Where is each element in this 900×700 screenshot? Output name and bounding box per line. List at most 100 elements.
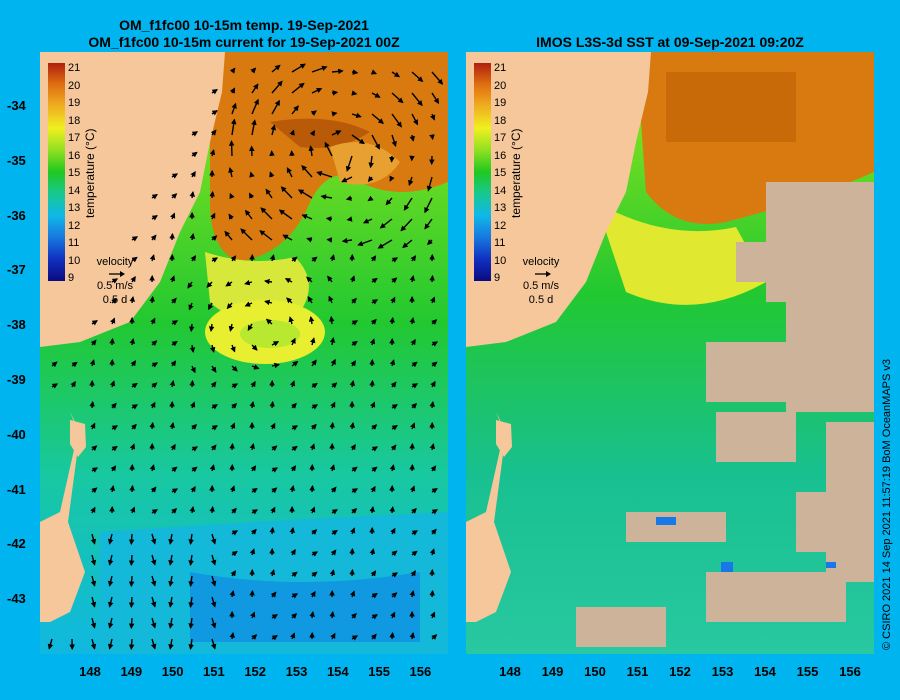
velocity-legend-title: velocity xyxy=(522,256,560,268)
velocity-arrow xyxy=(244,209,253,220)
velocity-arrow xyxy=(371,424,378,431)
velocity-arrow xyxy=(271,99,281,115)
right-map-panel xyxy=(466,52,874,654)
velocity-arrow xyxy=(171,173,179,179)
velocity-arrow xyxy=(149,464,156,472)
velocity-arrow xyxy=(310,506,316,514)
velocity-arrow xyxy=(210,596,217,608)
velocity-arrow xyxy=(329,336,336,346)
velocity-arrow xyxy=(171,193,178,200)
velocity-arrow xyxy=(191,446,199,452)
velocity-arrow xyxy=(379,218,393,229)
velocity-arrow xyxy=(351,488,359,494)
colorbar-tick-label: 10 xyxy=(68,254,81,267)
colorbar-tick-label: 18 xyxy=(494,114,507,127)
velocity-arrow xyxy=(169,421,176,430)
velocity-arrow xyxy=(110,402,117,409)
velocity-arrow xyxy=(209,190,215,199)
velocity-arrow xyxy=(371,134,381,150)
velocity-arrow xyxy=(209,149,216,157)
velocity-arrow xyxy=(71,361,78,368)
velocity-arrow xyxy=(429,400,435,409)
velocity-arrow xyxy=(107,596,114,608)
latitude-label: -39 xyxy=(7,372,26,387)
velocity-arrow xyxy=(271,362,280,369)
velocity-arrow xyxy=(51,383,59,389)
right-title: IMOS L3S-3d SST at 09-Sep-2021 09:20Z xyxy=(536,34,804,50)
velocity-arrow xyxy=(329,610,335,619)
velocity-arrow xyxy=(47,638,54,650)
velocity-arrow xyxy=(371,92,381,98)
velocity-arrow xyxy=(411,113,419,126)
velocity-arrow xyxy=(210,575,217,587)
velocity-arrow xyxy=(429,274,435,283)
velocity-arrow xyxy=(229,442,235,451)
velocity-arrow xyxy=(291,425,299,431)
velocity-arrow xyxy=(362,218,373,224)
velocity-arrow xyxy=(369,379,375,388)
velocity-arrow xyxy=(310,110,317,116)
velocity-arrow xyxy=(89,359,96,367)
velocity-arrow xyxy=(357,239,373,247)
colorbar-right xyxy=(474,63,491,281)
velocity-arrow xyxy=(370,318,377,325)
velocity-arrow xyxy=(190,485,196,493)
colorbar-tick-label: 10 xyxy=(494,254,507,267)
velocity-arrow xyxy=(269,569,276,577)
velocity-arrow xyxy=(409,485,416,493)
velocity-arrow xyxy=(187,281,193,289)
velocity-legend-speed: 0.5 m/s xyxy=(522,280,560,292)
velocity-arrow xyxy=(289,129,295,136)
velocity-arrow xyxy=(431,509,438,515)
velocity-arrow xyxy=(188,638,194,651)
longitude-label: 155 xyxy=(796,664,819,679)
velocity-arrow xyxy=(409,316,416,325)
velocity-arrow xyxy=(188,575,194,588)
velocity-arrow xyxy=(391,424,398,431)
velocity-arrow xyxy=(131,404,139,410)
velocity-arrow xyxy=(231,403,238,409)
velocity-arrow xyxy=(349,421,356,430)
velocity-arrow xyxy=(111,445,118,452)
velocity-arrow xyxy=(411,403,418,409)
colorbar-tick-label: 14 xyxy=(68,184,81,197)
longitude-label: 148 xyxy=(79,664,101,679)
colorbar-tick-label: 15 xyxy=(494,167,507,179)
colorbar-tick-label: 19 xyxy=(68,97,81,109)
velocity-arrow xyxy=(431,361,438,368)
velocity-arrow xyxy=(228,167,234,178)
velocity-arrow xyxy=(291,63,306,73)
velocity-arrow xyxy=(209,464,216,472)
velocity-arrow xyxy=(228,323,235,332)
longitude-label: 150 xyxy=(584,664,606,679)
velocity-arrow xyxy=(228,140,235,157)
velocity-arrow xyxy=(371,277,378,284)
velocity-arrow xyxy=(349,275,356,283)
velocity-arrow xyxy=(311,551,319,557)
velocity-arrow xyxy=(151,193,158,200)
velocity-arrow xyxy=(309,443,316,451)
colorbar-tick-label: 15 xyxy=(68,167,81,179)
velocity-arrow xyxy=(371,299,379,305)
velocity-arrow xyxy=(411,71,424,83)
velocity-arrow xyxy=(90,422,96,430)
longitude-label: 152 xyxy=(244,664,267,679)
velocity-arrow xyxy=(210,533,217,545)
velocity-arrow xyxy=(402,239,413,249)
velocity-arrow xyxy=(211,88,218,95)
velocity-arrow xyxy=(308,315,315,325)
velocity-arrow xyxy=(209,505,215,514)
velocity-arrow xyxy=(210,381,217,388)
velocity-arrow xyxy=(431,341,439,347)
velocity-arrow xyxy=(408,176,414,186)
velocity-arrow xyxy=(229,192,235,200)
velocity-arrow xyxy=(330,632,336,640)
velocity-arrow xyxy=(151,509,158,515)
velocity-arrow xyxy=(350,297,357,304)
velocity-arrow xyxy=(291,593,299,599)
colorbar-tick-label: 19 xyxy=(494,97,507,109)
longitude-label: 153 xyxy=(285,664,308,679)
colorbar-tick-label: 13 xyxy=(494,202,507,214)
velocity-arrow xyxy=(377,239,393,249)
velocity-arrow xyxy=(369,548,376,556)
